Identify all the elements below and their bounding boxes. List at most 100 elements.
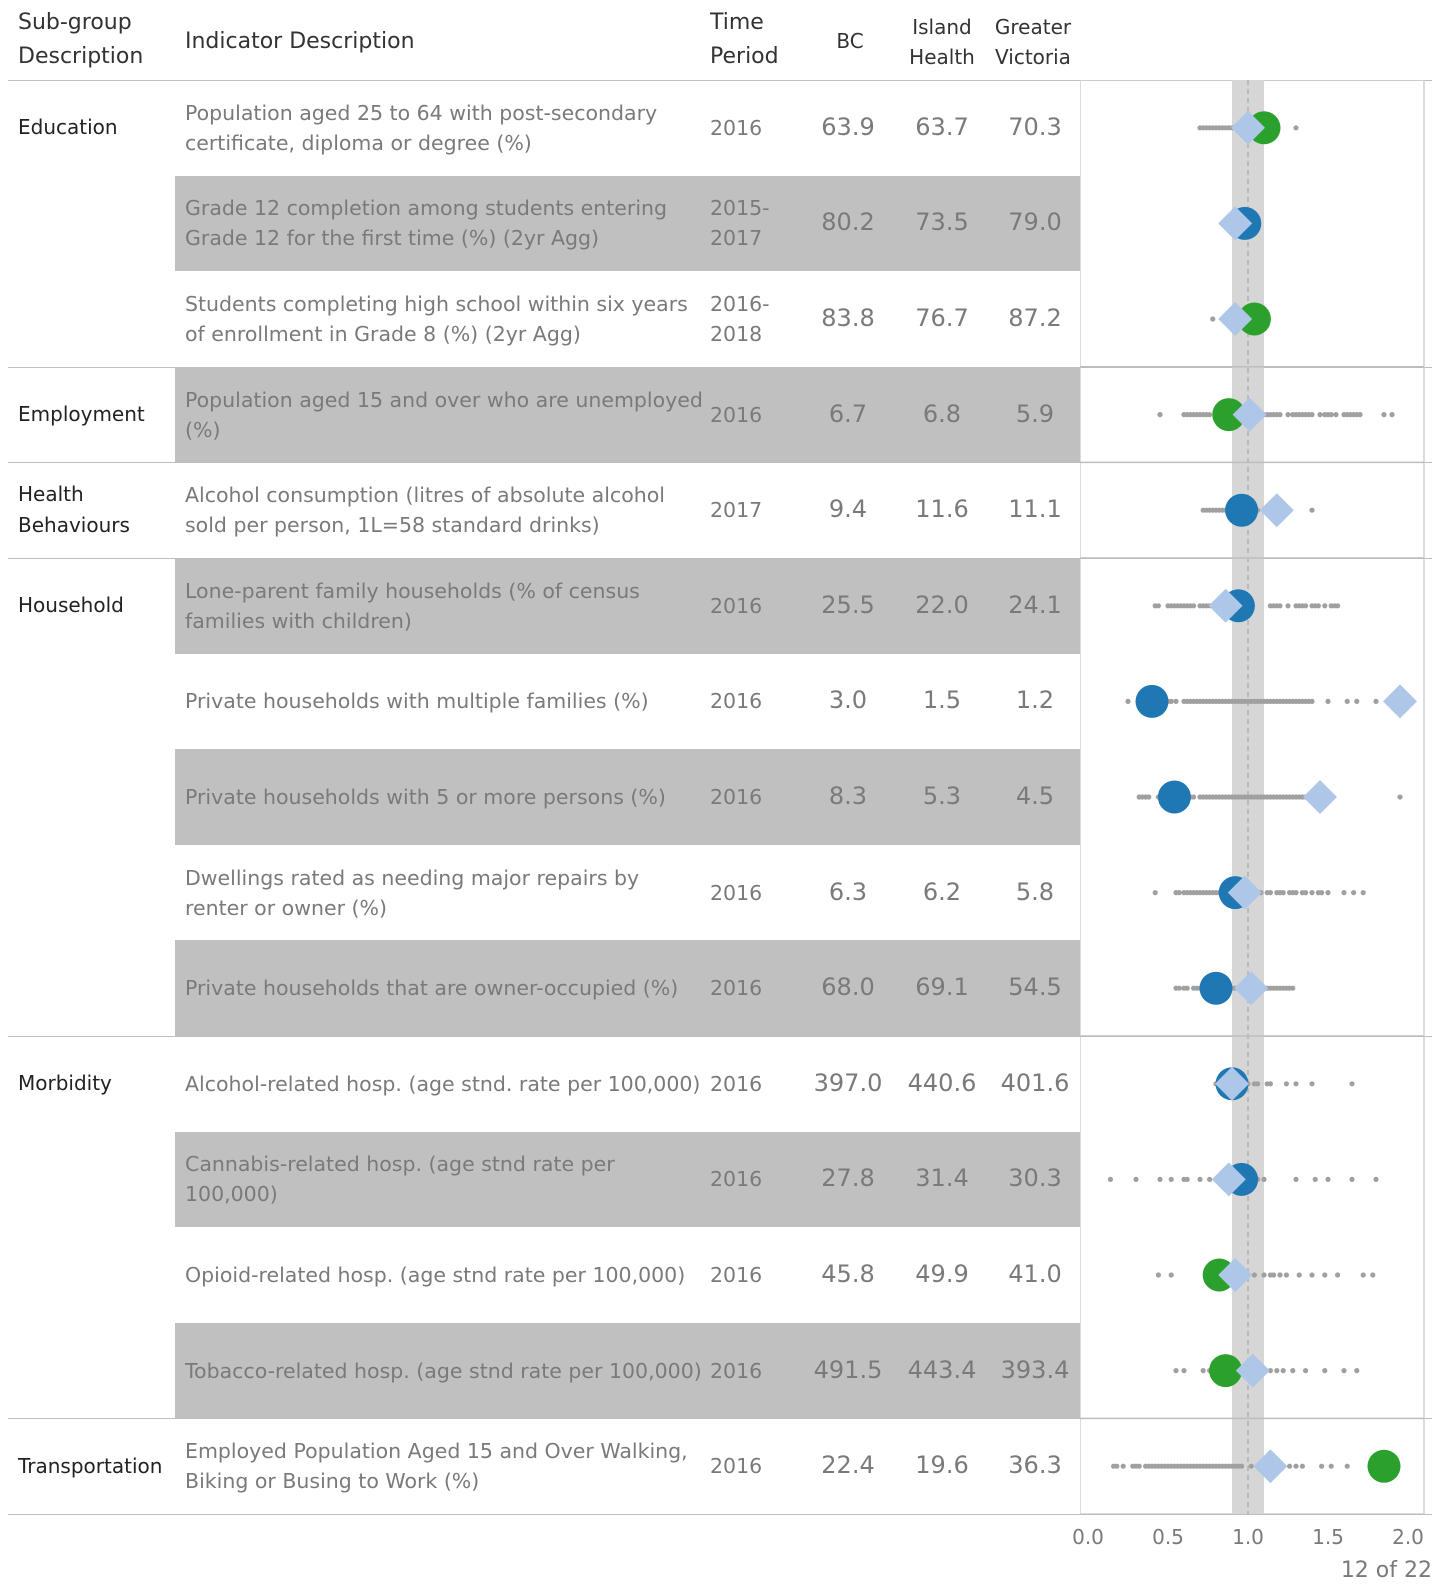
distribution-dot — [1287, 1463, 1293, 1469]
table-row: Opioid-related hosp. (age stnd rate per … — [0, 1227, 1080, 1323]
value-island-health: 49.9 — [915, 1259, 969, 1288]
distribution-dot — [1335, 603, 1341, 609]
row-shading — [175, 940, 1080, 1036]
greater-victoria-marker — [1212, 398, 1246, 432]
distribution-dot — [1351, 890, 1357, 896]
distribution-dot — [1184, 1176, 1190, 1182]
subgroup-label: Morbidity — [18, 1071, 112, 1096]
time-period: 2016 — [710, 1358, 763, 1383]
distribution-dot — [1277, 1272, 1283, 1278]
time-period: 2015- 2017 — [710, 196, 770, 251]
distribution-dot — [1325, 698, 1331, 705]
distribution-dot — [1315, 603, 1321, 609]
distribution-dot — [1176, 890, 1182, 896]
distribution-dot — [1397, 794, 1403, 800]
distribution-dot — [1271, 1272, 1277, 1278]
page-indicator[interactable]: 12 of 22 — [1340, 1558, 1432, 1583]
subgroup-label: Education — [18, 115, 118, 140]
distribution-dot — [1191, 794, 1197, 800]
distribution-dot — [1200, 1368, 1206, 1374]
distribution-dot — [1299, 1463, 1305, 1469]
distribution-dot — [1309, 507, 1315, 513]
distribution-dot — [1267, 890, 1273, 896]
value-greater-victoria: 30.3 — [1008, 1164, 1062, 1193]
x-tick-label: 1.0 — [1232, 1525, 1264, 1549]
distribution-dot — [1181, 1368, 1187, 1374]
distribution-dot — [1261, 1272, 1267, 1278]
value-bc: 27.8 — [821, 1164, 875, 1193]
table-row: Employment Population aged 15 and over wh… — [0, 366, 1080, 463]
group-separator — [8, 1418, 1432, 1420]
indicator-description: Alcohol-related hosp. (age stnd. rate pe… — [185, 1071, 701, 1096]
island-health-marker — [1259, 493, 1294, 528]
table-row: Health Behaviours Alcohol consumption (lit… — [0, 462, 1080, 558]
table-row: Cannabis-related hosp. (age stnd rate pe… — [0, 1131, 1080, 1228]
value-island-health: 6.8 — [922, 399, 962, 428]
time-period: 2016 — [710, 880, 763, 905]
distribution-dot — [1255, 1081, 1261, 1087]
island-health-marker — [1218, 302, 1253, 336]
distribution-dot — [1207, 412, 1213, 418]
time-period: 2016 — [710, 593, 763, 618]
distribution-dot — [1152, 890, 1158, 896]
value-bc: 22.4 — [821, 1451, 875, 1480]
distribution-dot — [1309, 890, 1315, 896]
value-island-health: 73.5 — [915, 208, 969, 237]
island-health-marker — [1253, 1449, 1288, 1484]
indicator-description: Cannabis-related hosp. (age stnd rate pe… — [185, 1152, 615, 1207]
group-separator — [8, 1514, 1432, 1515]
table-row: Students completing high school within s… — [0, 271, 1080, 367]
value-island-health: 443.4 — [907, 1355, 977, 1384]
x-tick-label: 0.5 — [1152, 1525, 1184, 1549]
subgroup-label: Employment — [18, 402, 145, 427]
value-greater-victoria: 70.3 — [1008, 112, 1062, 141]
row-shading — [175, 175, 1080, 272]
distribution-dot — [1280, 890, 1286, 896]
value-island-health: 63.7 — [915, 112, 969, 141]
distribution-dot — [1344, 698, 1350, 705]
island-health-marker — [1218, 206, 1253, 241]
header-indicator: Indicator Description — [185, 29, 415, 54]
header-island-health: Island Health — [909, 15, 975, 69]
value-island-health: 19.6 — [915, 1451, 969, 1480]
distribution-dot — [1389, 412, 1395, 418]
distribution-dot — [1322, 1368, 1328, 1374]
distribution-dot — [1312, 1176, 1318, 1182]
value-bc: 45.8 — [821, 1259, 875, 1288]
value-bc: 83.8 — [821, 303, 875, 332]
distribution-dot — [1373, 698, 1379, 705]
distribution-dot — [1277, 412, 1283, 418]
indicator-description: Opioid-related hosp. (age stnd rate per … — [185, 1262, 686, 1287]
row-shading — [175, 1131, 1080, 1228]
value-bc: 6.3 — [828, 877, 868, 906]
distribution-dot — [1354, 698, 1360, 705]
distribution-dot — [1303, 1368, 1309, 1374]
value-island-health: 1.5 — [922, 686, 962, 715]
distribution-dot — [1261, 1176, 1267, 1182]
value-greater-victoria: 5.9 — [1015, 399, 1055, 428]
table-row: Household Lone-parent family households (… — [0, 558, 1080, 654]
island-health-marker — [1232, 397, 1267, 432]
island-health-marker — [1303, 780, 1337, 814]
distribution-dot — [1290, 985, 1296, 991]
table-row: Private households that are owner-occupi… — [0, 940, 1080, 1036]
value-island-health: 6.2 — [922, 877, 962, 906]
chart-frame — [1080, 80, 1425, 1514]
distribution-dot — [1293, 125, 1299, 131]
distribution-dot — [1107, 1176, 1113, 1182]
distribution-dot — [1155, 1272, 1161, 1278]
island-health-marker — [1215, 1066, 1249, 1101]
value-bc: 9.4 — [828, 495, 868, 524]
distribution-dot — [1191, 603, 1197, 609]
island-health-marker — [1231, 110, 1265, 145]
distribution-dot — [1283, 1272, 1289, 1278]
value-bc: 6.7 — [828, 399, 868, 428]
distribution-dot — [1325, 890, 1331, 896]
greater-victoria-marker — [1199, 971, 1233, 1005]
greater-victoria-marker — [1225, 493, 1259, 527]
distribution-dot — [1125, 698, 1131, 705]
distribution-dot — [1293, 890, 1299, 896]
time-period: 2016- 2018 — [710, 291, 770, 346]
time-period: 2016 — [710, 976, 763, 1001]
distribution-dot — [1360, 890, 1366, 896]
